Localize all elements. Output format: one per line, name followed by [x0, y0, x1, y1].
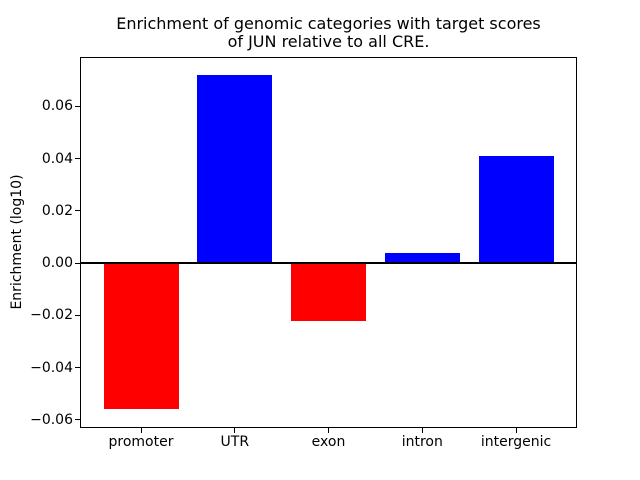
- chart-title-line2: of JUN relative to all CRE.: [227, 32, 430, 51]
- x-tick-label-intron: intron: [401, 434, 443, 450]
- x-tick-label-UTR: UTR: [220, 434, 250, 450]
- y-tick-mark: [75, 367, 80, 369]
- chart-title: Enrichment of genomic categories with ta…: [80, 15, 577, 51]
- x-tick-label-intergenic: intergenic: [480, 434, 552, 450]
- y-tick-mark: [75, 262, 80, 264]
- bar-intron: [384, 252, 460, 264]
- y-tick-label: 0.00: [41, 255, 73, 272]
- x-tick-mark: [515, 428, 517, 433]
- zero-line: [81, 262, 576, 265]
- y-tick-mark: [75, 210, 80, 212]
- x-tick-mark: [328, 428, 329, 433]
- y-tick-label: 0.02: [41, 202, 73, 219]
- bar-intergenic: [478, 156, 554, 264]
- bar-exon: [291, 263, 366, 321]
- y-tick-label: −0.04: [30, 359, 73, 376]
- bar-promoter: [103, 263, 179, 410]
- bar-UTR: [197, 75, 273, 264]
- x-tick-mark: [234, 428, 236, 433]
- y-tick-label: 0.04: [41, 150, 73, 167]
- y-tick-mark: [75, 314, 80, 316]
- y-tick-mark: [75, 419, 80, 421]
- y-axis-label: Enrichment (log10): [9, 174, 25, 310]
- axes: −0.06 −0.04 −0.02 0.00 0.02 0.04 0.06 promoter U…: [30, 57, 577, 450]
- y-tick-label: −0.06: [30, 411, 73, 428]
- y-tick-mark: [75, 158, 80, 160]
- y-tick-label: −0.02: [30, 307, 73, 324]
- x-tick-label-exon: exon: [311, 434, 346, 450]
- x-tick-label-promoter: promoter: [108, 434, 174, 450]
- y-tick-mark: [75, 105, 80, 107]
- y-tick-label: 0.06: [41, 98, 73, 115]
- x-tick-mark: [421, 428, 423, 433]
- chart-title-line1: Enrichment of genomic categories with ta…: [116, 14, 541, 33]
- x-tick-mark: [140, 428, 142, 433]
